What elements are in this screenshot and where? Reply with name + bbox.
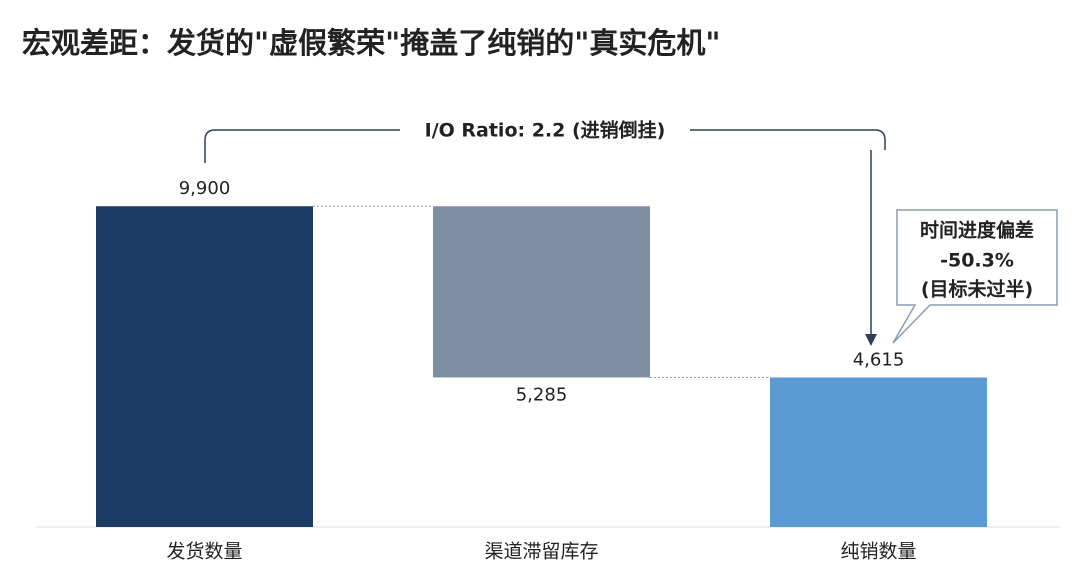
bracket xyxy=(204,129,886,163)
bracket-label: I/O Ratio: 2.2 (进销倒挂) xyxy=(425,119,666,142)
x-tick-label: 纯销数量 xyxy=(840,541,916,563)
bar xyxy=(96,206,313,528)
bar xyxy=(433,206,650,378)
arrow-head xyxy=(865,334,877,346)
x-tick-label: 渠道滞留库存 xyxy=(484,541,598,563)
callout-box xyxy=(892,209,1058,344)
value-label: 4,615 xyxy=(853,349,905,370)
callout-text: 时间进度偏差 xyxy=(920,219,1034,242)
chart-title: 宏观差距：发货的"虚假繁荣"掩盖了纯销的"真实危机" xyxy=(22,26,720,60)
value-label: 9,900 xyxy=(179,178,231,199)
value-label: 5,285 xyxy=(516,384,568,405)
callout-text: (目标未过半) xyxy=(921,278,1033,301)
bar xyxy=(770,377,987,527)
callout-text: -50.3% xyxy=(940,250,1014,272)
x-tick-label: 发货数量 xyxy=(166,541,242,563)
